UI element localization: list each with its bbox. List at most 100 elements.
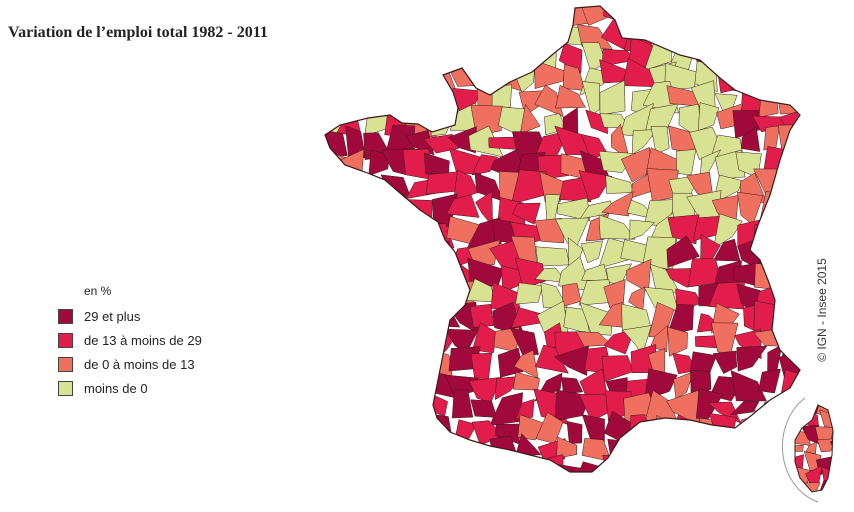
map-region	[400, 455, 434, 472]
map-region	[558, 42, 583, 74]
map-region	[557, 197, 590, 222]
map-region	[781, 332, 800, 358]
map-region	[335, 368, 365, 404]
map-region	[666, 235, 700, 268]
map-region	[408, 234, 435, 270]
map-region	[379, 88, 415, 115]
map-region	[667, 326, 688, 357]
map-region	[325, 256, 341, 290]
map-region	[357, 435, 385, 466]
map-region	[425, 171, 458, 195]
map-region	[454, 445, 470, 465]
map-region	[336, 215, 372, 248]
map-region	[797, 126, 800, 157]
map-region	[796, 19, 800, 42]
map-region	[378, 64, 414, 82]
map-region	[325, 412, 349, 448]
map-region	[645, 18, 674, 46]
map-region	[735, 466, 763, 472]
map-region	[667, 214, 700, 245]
map-region	[667, 303, 694, 335]
map-region	[729, 400, 760, 416]
map-region	[782, 18, 800, 45]
map-region	[448, 17, 479, 42]
map-region	[514, 257, 546, 289]
map-region	[369, 377, 390, 404]
map-region	[446, 194, 480, 218]
legend-item: de 0 à moins de 13	[58, 352, 202, 376]
map-region	[581, 263, 609, 281]
map-region	[385, 444, 415, 470]
map-region	[343, 354, 363, 378]
map-region	[753, 300, 785, 335]
map-region	[366, 6, 384, 23]
legend-swatch	[58, 308, 73, 324]
map-region	[512, 202, 541, 225]
map-region	[676, 149, 697, 175]
map-region	[473, 6, 498, 18]
corsica-inset-frame	[781, 397, 819, 503]
map-region	[339, 437, 371, 462]
map-region	[466, 462, 499, 472]
map-region	[666, 460, 698, 472]
map-region	[467, 42, 504, 66]
map-region	[380, 174, 411, 196]
map-region	[336, 262, 365, 291]
map-region	[364, 264, 389, 294]
map-region	[630, 439, 658, 464]
map-region	[494, 6, 515, 23]
map-region	[409, 325, 436, 358]
map-region	[450, 37, 482, 71]
map-region	[802, 195, 827, 222]
map-region	[325, 172, 349, 207]
map-region	[713, 454, 745, 472]
map-region	[776, 90, 800, 115]
map-region	[425, 39, 459, 68]
map-region	[325, 15, 349, 48]
map-region	[382, 212, 406, 250]
map-region	[666, 389, 700, 426]
map-region	[357, 238, 394, 268]
map-region	[325, 192, 350, 227]
map-region	[469, 303, 495, 328]
map-region	[807, 81, 827, 115]
map-region	[424, 152, 450, 175]
map-region	[578, 170, 613, 201]
map-region	[805, 215, 832, 249]
map-region	[520, 455, 548, 472]
map-region	[650, 126, 670, 155]
map-region	[379, 388, 407, 423]
legend-item: 29 et plus	[58, 304, 202, 328]
map-region	[512, 6, 540, 22]
map-region	[364, 421, 390, 438]
map-region	[780, 65, 800, 96]
map-region	[325, 6, 350, 26]
map-region	[757, 462, 780, 472]
map-region	[432, 257, 451, 289]
map-region	[325, 37, 346, 69]
map-region	[664, 16, 701, 51]
map-region	[334, 194, 371, 226]
map-region	[325, 388, 343, 419]
map-region	[403, 255, 435, 284]
legend-label: de 13 à moins de 29	[84, 332, 202, 348]
map-region	[450, 62, 481, 87]
map-region	[631, 129, 658, 156]
map-region	[325, 440, 344, 461]
map-region	[805, 441, 817, 455]
map-region	[562, 64, 586, 91]
map-region	[757, 17, 784, 47]
map-region	[761, 6, 780, 26]
map-region	[643, 6, 679, 25]
map-region	[603, 6, 629, 25]
map-region	[697, 102, 720, 132]
map-region	[690, 6, 713, 23]
map-region	[712, 6, 743, 29]
map-region	[402, 80, 435, 116]
map-region	[430, 437, 451, 468]
map-region	[579, 302, 614, 336]
copyright-credit: © IGN - Insee 2015	[815, 258, 829, 362]
map-region	[335, 309, 372, 335]
map-region	[817, 438, 833, 453]
